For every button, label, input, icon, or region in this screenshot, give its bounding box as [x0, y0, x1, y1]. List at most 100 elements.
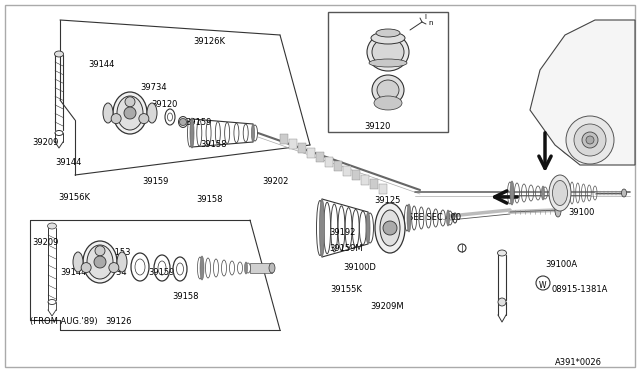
Text: 39155K: 39155K: [330, 285, 362, 294]
Circle shape: [95, 246, 105, 256]
Ellipse shape: [190, 118, 194, 148]
Text: 39158: 39158: [200, 140, 227, 149]
Ellipse shape: [269, 263, 275, 273]
Ellipse shape: [147, 103, 157, 123]
Text: 39209: 39209: [32, 238, 58, 247]
Ellipse shape: [447, 210, 449, 226]
Circle shape: [179, 119, 186, 125]
Ellipse shape: [369, 59, 407, 67]
Text: 39158: 39158: [196, 195, 223, 204]
Ellipse shape: [376, 29, 400, 37]
Text: A391*0026: A391*0026: [555, 358, 602, 367]
Bar: [370, 179, 378, 189]
Bar: [250, 263, 272, 273]
Circle shape: [125, 97, 135, 107]
Ellipse shape: [407, 204, 411, 232]
Text: 08915-1381A: 08915-1381A: [552, 285, 609, 294]
Bar: [352, 170, 360, 180]
Text: 39734: 39734: [140, 83, 166, 92]
Circle shape: [124, 107, 136, 119]
Text: 39126: 39126: [105, 317, 131, 326]
Ellipse shape: [372, 38, 404, 66]
Text: 39120: 39120: [151, 100, 177, 109]
Ellipse shape: [498, 298, 506, 306]
Bar: [280, 134, 288, 144]
Ellipse shape: [103, 103, 113, 123]
Text: 39144: 39144: [55, 158, 81, 167]
Bar: [379, 183, 387, 193]
Text: 39144: 39144: [88, 60, 115, 69]
Text: 39192: 39192: [329, 228, 355, 237]
Ellipse shape: [372, 75, 404, 105]
Bar: [361, 174, 369, 185]
Ellipse shape: [366, 212, 370, 244]
Text: 39125: 39125: [374, 196, 401, 205]
Text: 39209: 39209: [32, 138, 58, 147]
Ellipse shape: [83, 241, 117, 283]
Text: 39202: 39202: [262, 177, 289, 186]
Ellipse shape: [200, 256, 204, 280]
Circle shape: [81, 263, 91, 273]
Polygon shape: [530, 20, 635, 165]
Text: 39158: 39158: [172, 292, 198, 301]
Circle shape: [582, 132, 598, 148]
Text: W: W: [540, 282, 547, 291]
Text: 39100A: 39100A: [545, 260, 577, 269]
Text: l: l: [424, 14, 426, 20]
Circle shape: [139, 113, 149, 124]
Ellipse shape: [73, 252, 83, 272]
Ellipse shape: [510, 181, 514, 205]
Text: 39159: 39159: [185, 118, 211, 127]
Text: 39159M: 39159M: [329, 244, 363, 253]
Ellipse shape: [549, 175, 571, 211]
Ellipse shape: [497, 250, 506, 256]
Bar: [298, 143, 306, 153]
Text: 39126K: 39126K: [193, 37, 225, 46]
Bar: [307, 148, 315, 157]
Ellipse shape: [380, 210, 400, 246]
Ellipse shape: [555, 205, 561, 217]
Ellipse shape: [377, 80, 399, 100]
Text: 39100: 39100: [568, 208, 595, 217]
Bar: [343, 166, 351, 176]
Ellipse shape: [179, 116, 188, 128]
Circle shape: [111, 113, 121, 124]
Ellipse shape: [367, 33, 409, 71]
Ellipse shape: [371, 32, 405, 44]
Text: 39100D: 39100D: [343, 263, 376, 272]
Circle shape: [109, 263, 119, 273]
Circle shape: [94, 256, 106, 268]
Bar: [325, 157, 333, 167]
Bar: [334, 161, 342, 171]
Text: 39156K: 39156K: [58, 193, 90, 202]
Circle shape: [383, 221, 397, 235]
Circle shape: [566, 116, 614, 164]
Ellipse shape: [54, 51, 63, 57]
Text: n: n: [428, 20, 433, 26]
Text: 39144: 39144: [60, 268, 86, 277]
Circle shape: [586, 136, 594, 144]
Text: 39153: 39153: [104, 248, 131, 257]
Text: (FROM AUG.'89): (FROM AUG.'89): [30, 317, 98, 326]
Ellipse shape: [541, 186, 545, 200]
Ellipse shape: [47, 223, 56, 229]
Text: 39209M: 39209M: [370, 302, 404, 311]
Ellipse shape: [244, 262, 248, 274]
Bar: [328, 12, 448, 132]
Text: SEE SEC.400: SEE SEC.400: [408, 213, 461, 222]
Ellipse shape: [552, 180, 568, 205]
Bar: [289, 138, 297, 148]
Text: 39159: 39159: [142, 177, 168, 186]
Text: 39159: 39159: [148, 268, 174, 277]
Bar: [316, 152, 324, 162]
Text: 39120: 39120: [364, 122, 390, 131]
Ellipse shape: [87, 245, 113, 279]
Ellipse shape: [374, 96, 402, 110]
Ellipse shape: [117, 252, 127, 272]
Ellipse shape: [319, 199, 324, 257]
Ellipse shape: [117, 96, 143, 130]
Text: 39734: 39734: [100, 268, 127, 277]
Ellipse shape: [621, 189, 627, 197]
Ellipse shape: [375, 203, 405, 253]
Ellipse shape: [252, 124, 255, 142]
